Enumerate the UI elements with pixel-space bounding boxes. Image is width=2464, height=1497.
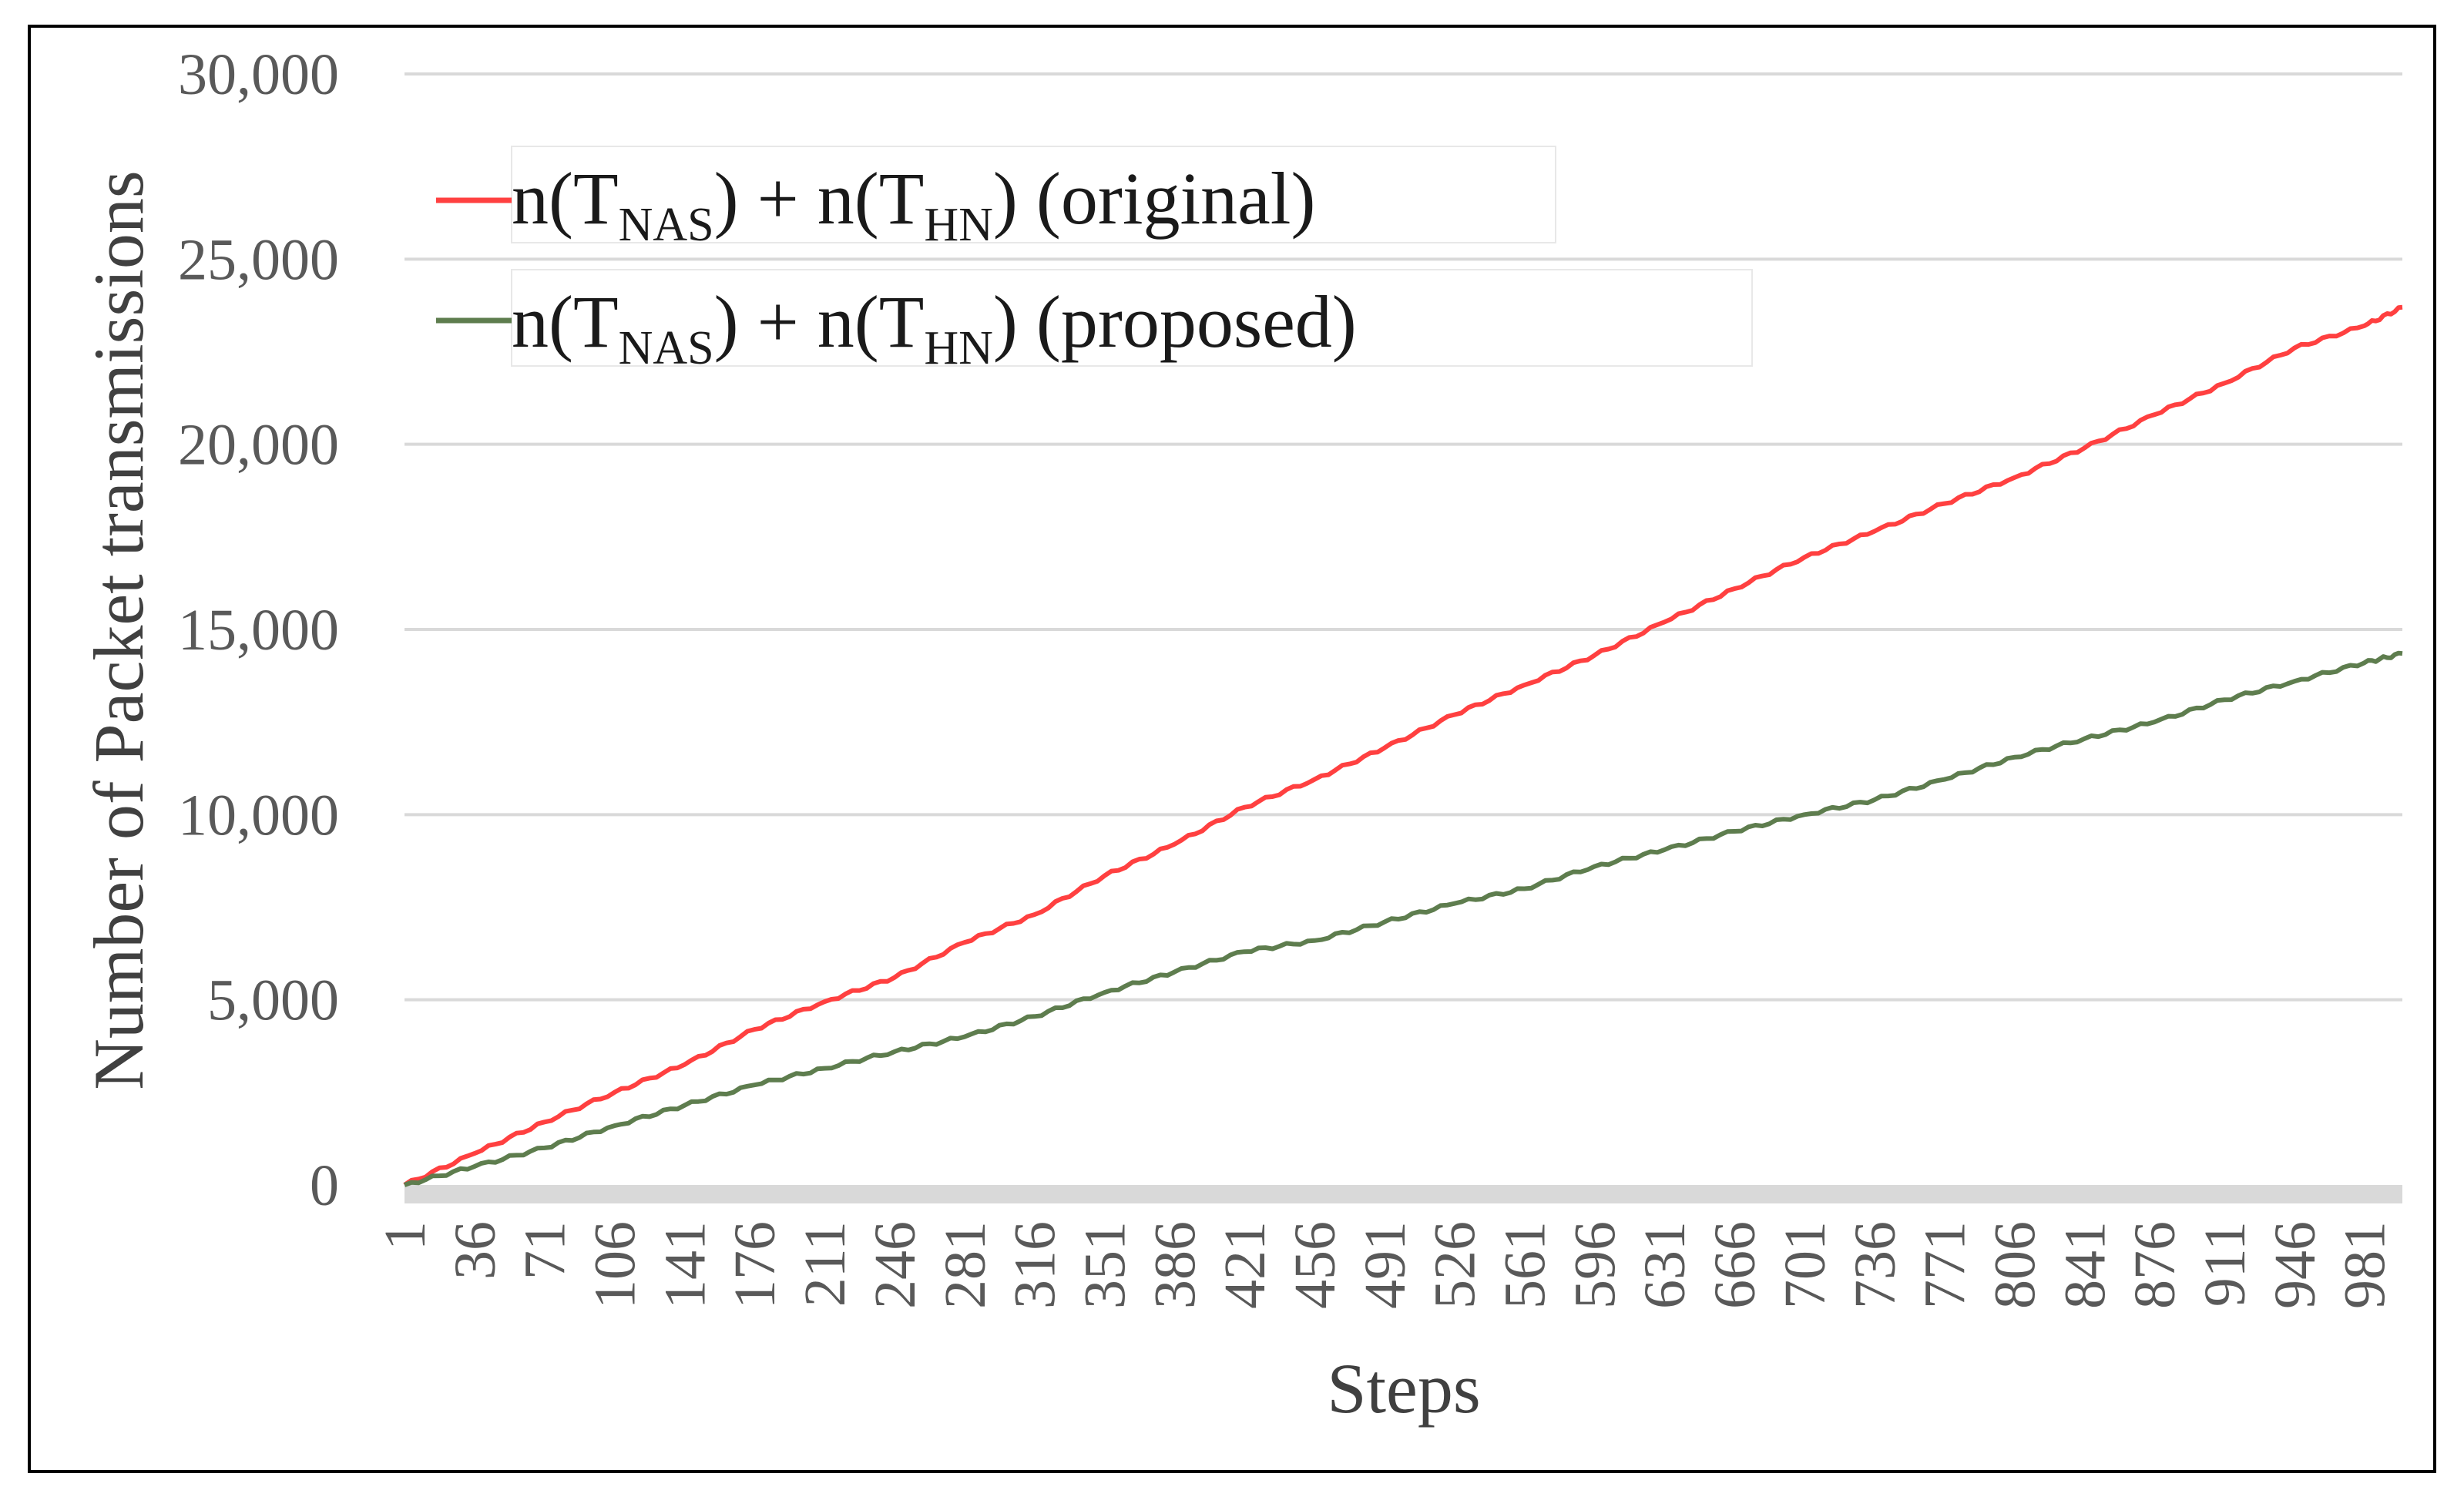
x-axis-title: Steps: [1327, 1349, 1480, 1428]
y-tick-label: 0: [310, 1153, 339, 1218]
x-tick-label: 806: [1982, 1221, 2047, 1309]
x-tick-label: 351: [1073, 1221, 1137, 1309]
x-tick-label: 561: [1493, 1221, 1558, 1309]
x-tick-label: 981: [2333, 1221, 2398, 1309]
series-lines: [403, 304, 2403, 1187]
x-tick-label: 666: [1703, 1221, 1767, 1309]
x-tick-label: 456: [1283, 1221, 1348, 1309]
y-tick-label: 5,000: [207, 968, 339, 1033]
x-tick-label: 36: [443, 1221, 508, 1280]
x-tick-label: 771: [1913, 1221, 1978, 1309]
x-axis-band: [405, 1185, 2402, 1203]
x-tick-label: 596: [1563, 1221, 1627, 1309]
x-tick-label: 281: [933, 1221, 998, 1309]
y-tick-label: 30,000: [178, 42, 339, 107]
x-tick-label: 911: [2193, 1221, 2258, 1307]
legend-box-original: [511, 146, 1556, 243]
x-tick-label: 526: [1423, 1221, 1488, 1309]
y-tick-label: 20,000: [178, 413, 339, 478]
x-tick-label: 841: [2053, 1221, 2117, 1309]
x-tick-label: 701: [1773, 1221, 1838, 1309]
x-tick-label: 736: [1843, 1221, 1908, 1309]
y-tick-labels: 0 5,000 10,000 15,000 20,000 25,000 30,000: [178, 42, 339, 1218]
series-line-proposed: [403, 650, 2403, 1187]
x-tick-label: 71: [513, 1221, 578, 1280]
y-tick-label: 15,000: [178, 598, 339, 663]
x-tick-label: 1: [373, 1221, 438, 1250]
x-tick-label: 491: [1353, 1221, 1418, 1309]
x-tick-label: 211: [793, 1221, 858, 1307]
legend: n(TNAS) + n(THN) (original) n(TNAS) + n(…: [436, 146, 1753, 374]
y-axis-title: Number of Packet transmissions: [79, 170, 158, 1089]
x-tick-label: 876: [2123, 1221, 2187, 1309]
x-tick-label: 316: [1003, 1221, 1068, 1309]
y-tick-label: 25,000: [178, 227, 339, 292]
y-tick-label: 10,000: [178, 783, 339, 848]
x-tick-label: 176: [723, 1221, 787, 1309]
x-tick-label: 246: [863, 1221, 928, 1309]
x-tick-label: 421: [1213, 1221, 1277, 1309]
x-tick-label: 386: [1143, 1221, 1207, 1309]
legend-label-original: n(TNAS) + n(THN) (original): [512, 157, 1315, 251]
x-tick-label: 106: [583, 1221, 648, 1309]
x-tick-label: 141: [653, 1221, 717, 1309]
x-tick-label: 631: [1633, 1221, 1697, 1309]
series-line-original: [403, 304, 2403, 1187]
x-tick-label: 946: [2263, 1221, 2328, 1309]
x-tick-labels: 1 36 71 106 141 176 211 246 281 316 351 386 421 456 49…: [373, 1221, 2398, 1309]
gridlines: [405, 72, 2402, 1002]
legend-label-proposed: n(TNAS) + n(THN) (proposed): [512, 280, 1357, 374]
